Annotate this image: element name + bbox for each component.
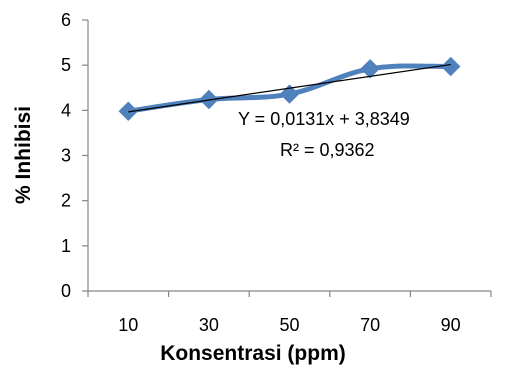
x-tick-label: 90: [441, 315, 461, 335]
data-point-marker: [118, 101, 139, 121]
data-point-marker: [360, 59, 380, 79]
x-tick-label: 30: [199, 315, 219, 335]
y-tick-label: 6: [61, 10, 71, 30]
data-point-marker: [279, 84, 300, 104]
trendline-equation: Y = 0,0131x + 3,8349: [238, 109, 410, 129]
x-tick-label: 70: [360, 315, 380, 335]
y-tick-label: 4: [61, 100, 71, 120]
y-tick-label: 2: [61, 191, 71, 211]
series-markers: [118, 56, 461, 121]
y-tick-label: 1: [61, 236, 71, 256]
y-axis-title: % Inhibisi: [12, 106, 35, 204]
x-tick-label: 50: [279, 315, 299, 335]
y-tick-label: 3: [61, 146, 71, 166]
x-tick-label: 10: [118, 315, 138, 335]
data-point-marker: [440, 56, 461, 77]
y-tick-label: 0: [61, 281, 71, 301]
x-axis-title: Konsentrasi (ppm): [160, 342, 346, 365]
y-ticks: 0 1 2 3 4 5 6: [61, 10, 88, 301]
y-tick-label: 5: [61, 55, 71, 75]
trendline-r-squared: R² = 0,9362: [280, 140, 375, 160]
x-ticks: 10 30 50 70 90: [87, 291, 492, 335]
trendline: [128, 63, 451, 113]
